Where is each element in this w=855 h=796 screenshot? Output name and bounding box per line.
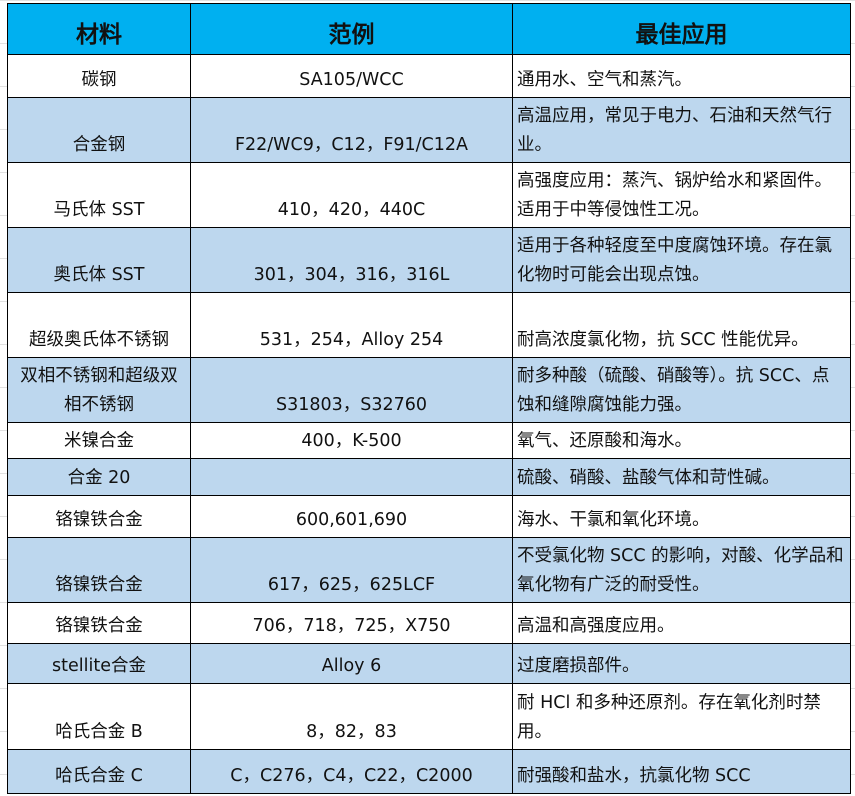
application-cell: 高温应用，常见于电力、石油和天然气行业。	[512, 97, 851, 163]
table-row: 哈氏合金 B 8，82，83 耐 HCl 和多种还原剂。存在氧化剂时禁用。	[7, 683, 851, 750]
example-cell: 410，420，440C	[190, 162, 513, 228]
material-cell: 超级奥氏体不锈钢	[7, 292, 191, 358]
table-row: 铬镍铁合金 600,601,690 海水、干氯和氧化环境。	[7, 495, 851, 538]
application-cell: 不受氯化物 SCC 的影响，对酸、化学品和氧化物有广泛的耐受性。	[512, 537, 851, 603]
example-cell: 301，304，316，316L	[190, 227, 513, 293]
example-cell: SA105/WCC	[190, 54, 513, 98]
material-cell: 铬镍铁合金	[7, 495, 191, 538]
example-cell: F22/WC9，C12，F91/C12A	[190, 97, 513, 163]
application-cell: 海水、干氯和氧化环境。	[512, 495, 851, 538]
table-row: 哈氏合金 C C，C276，C4，C22，C2000 耐强酸和盐水，抗氯化物 SCC	[7, 749, 851, 794]
application-cell: 过度磨损部件。	[512, 643, 851, 684]
material-cell: 哈氏合金 C	[7, 749, 191, 794]
example-cell: S31803，S32760	[190, 357, 513, 423]
application-cell: 耐强酸和盐水，抗氯化物 SCC	[512, 749, 851, 794]
header-example: 范例	[190, 3, 513, 55]
application-cell: 氧气、还原酸和海水。	[512, 422, 851, 459]
table-row: stellite合金 Alloy 6 过度磨损部件。	[7, 643, 851, 684]
example-cell: 600,601,690	[190, 495, 513, 538]
table-row: 铬镍铁合金 706，718，725，X750 高温和高强度应用。	[7, 602, 851, 644]
header-material: 材料	[7, 3, 191, 55]
table-row: 碳钢 SA105/WCC 通用水、空气和蒸汽。	[7, 54, 851, 98]
example-cell: 706，718，725，X750	[190, 602, 513, 644]
material-cell: 马氏体 SST	[7, 162, 191, 228]
material-cell: 铬镍铁合金	[7, 602, 191, 644]
example-cell: 8，82，83	[190, 683, 513, 750]
table-row: 双相不锈钢和超级双相不锈钢 S31803，S32760 耐多种酸（硫酸、硝酸等）。抗…	[7, 357, 851, 423]
application-cell: 耐多种酸（硫酸、硝酸等）。抗 SCC、点蚀和缝隙腐蚀能力强。	[512, 357, 851, 423]
material-cell: 铬镍铁合金	[7, 537, 191, 603]
application-cell: 适用于各种轻度至中度腐蚀环境。存在氯化物时可能会出现点蚀。	[512, 227, 851, 293]
example-cell: 531，254，Alloy 254	[190, 292, 513, 358]
table-row: 超级奥氏体不锈钢 531，254，Alloy 254 耐高浓度氯化物，抗 SCC 性…	[7, 292, 851, 358]
header-row: 材料 范例 最佳应用	[7, 3, 851, 55]
material-cell: 碳钢	[7, 54, 191, 98]
material-cell: 双相不锈钢和超级双相不锈钢	[7, 357, 191, 423]
application-cell: 硫酸、硝酸、盐酸气体和苛性碱。	[512, 458, 851, 496]
table-row: 马氏体 SST 410，420，440C 高强度应用：蒸汽、锅炉给水和紧固件。适用于…	[7, 162, 851, 228]
application-cell: 高温和高强度应用。	[512, 602, 851, 644]
application-cell: 耐高浓度氯化物，抗 SCC 性能优异。	[512, 292, 851, 358]
material-cell: 米镍合金	[7, 422, 191, 459]
header-application: 最佳应用	[512, 3, 851, 55]
example-cell: C，C276，C4，C22，C2000	[190, 749, 513, 794]
table-row: 合金 20 硫酸、硝酸、盐酸气体和苛性碱。	[7, 458, 851, 496]
table-row: 奥氏体 SST 301，304，316，316L 适用于各种轻度至中度腐蚀环境。存在…	[7, 227, 851, 293]
application-cell: 通用水、空气和蒸汽。	[512, 54, 851, 98]
example-cell: Alloy 6	[190, 643, 513, 684]
materials-table: 材料 范例 最佳应用 碳钢 SA105/WCC 通用水、空气和蒸汽。 合金钢 F22/W…	[7, 3, 851, 794]
application-cell: 耐 HCl 和多种还原剂。存在氧化剂时禁用。	[512, 683, 851, 750]
material-cell: 哈氏合金 B	[7, 683, 191, 750]
example-cell: 400，K-500	[190, 422, 513, 459]
table-row: 铬镍铁合金 617，625，625LCF 不受氯化物 SCC 的影响，对酸、化学品和…	[7, 537, 851, 603]
example-cell: 617，625，625LCF	[190, 537, 513, 603]
application-cell: 高强度应用：蒸汽、锅炉给水和紧固件。适用于中等侵蚀性工况。	[512, 162, 851, 228]
table-row: 合金钢 F22/WC9，C12，F91/C12A 高温应用，常见于电力、石油和天然气…	[7, 97, 851, 163]
material-cell: 奥氏体 SST	[7, 227, 191, 293]
example-cell	[190, 458, 513, 496]
material-cell: 合金 20	[7, 458, 191, 496]
material-cell: 合金钢	[7, 97, 191, 163]
material-cell: stellite合金	[7, 643, 191, 684]
table-row: 米镍合金 400，K-500 氧气、还原酸和海水。	[7, 422, 851, 459]
